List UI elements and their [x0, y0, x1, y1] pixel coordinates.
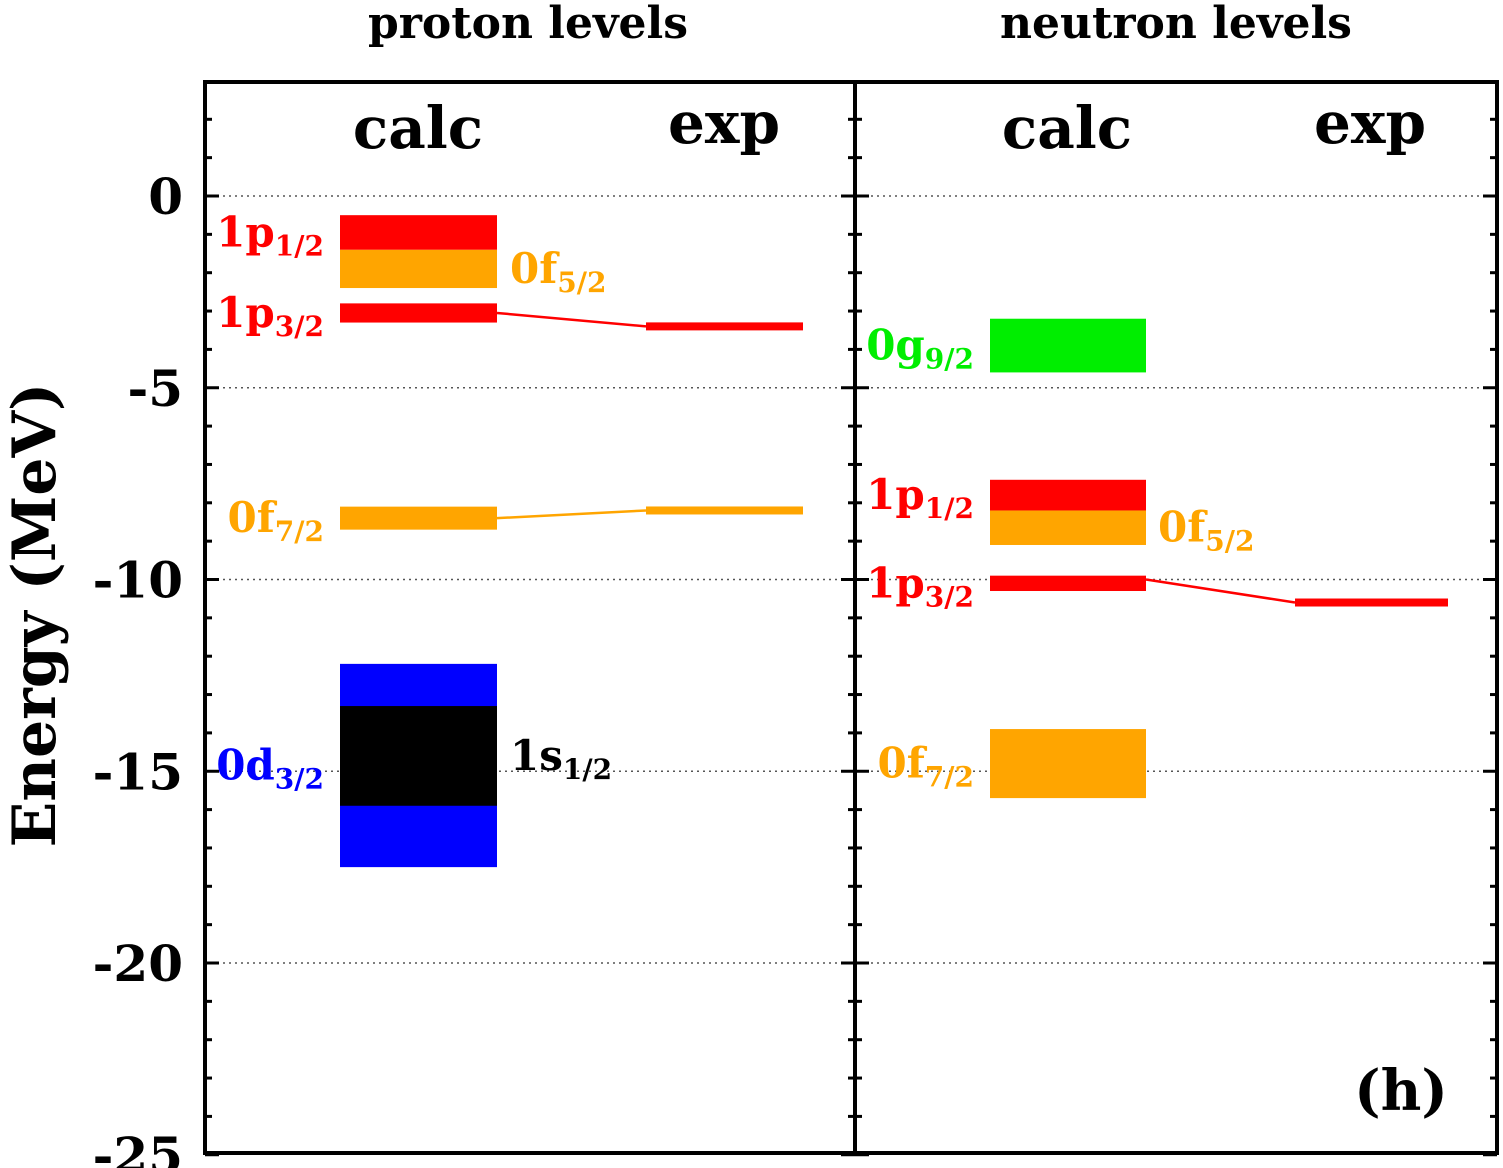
level-label-main: 0f [878, 739, 928, 788]
y-tick-label: -15 [93, 742, 183, 801]
calc-level-bar-0f7-2 [340, 506, 497, 530]
axis-ticks: 0 -5 -10 -15 -20 -25 [93, 117, 1497, 1168]
level-label-0d3-2: 0d3/2 [216, 740, 324, 795]
calc-level-bar-1s1-2 [340, 706, 497, 806]
level-label-0f7-2: 0f7/2 [878, 739, 975, 794]
level-label-1p3-2: 1p3/2 [216, 288, 324, 343]
level-label-0f7-2: 0f7/2 [228, 493, 325, 548]
level-label-subscript: 3/2 [275, 310, 324, 343]
calc-level-bar-0f5-2 [990, 510, 1146, 545]
level-label-main: 0f [228, 493, 278, 542]
level-label-1p1-2: 1p1/2 [216, 207, 324, 262]
y-tick-label: -25 [93, 1126, 183, 1168]
level-label-subscript: 7/2 [275, 515, 324, 548]
y-tick-label: -20 [93, 934, 183, 993]
column-header-proton-exp: exp [668, 89, 780, 157]
calc-level-bar-1p1-2 [340, 215, 497, 250]
calc-level-bar-0f5-2 [340, 249, 497, 289]
level-labels: 0d3/2 1s1/20f7/21p3/20f5/21p1/20f7/21p3/2… [216, 207, 1254, 795]
calc-level-bar-0g9-2 [990, 318, 1146, 373]
y-tick-label: 0 [148, 167, 183, 226]
y-axis-label: Energy (MeV) [0, 383, 70, 848]
calc-level-bar-1p1-2 [990, 479, 1146, 511]
exp-level-bar-1p3-2 [1295, 598, 1448, 607]
level-label-main: 1p [216, 288, 275, 337]
level-label-1p3-2: 1p3/2 [866, 558, 974, 613]
column-header-neutron-exp: exp [1314, 89, 1426, 157]
exp-level-bar-0f7-2 [646, 506, 803, 515]
level-label-0f5-2: 0f5/2 [510, 244, 607, 299]
level-label-subscript: 5/2 [1205, 525, 1254, 558]
level-label-main: 0g [866, 321, 925, 370]
level-label-main: 0f [510, 244, 560, 293]
level-label-subscript: 5/2 [557, 266, 606, 299]
column-header-neutron-calc: calc [1002, 94, 1132, 162]
calc-level-bar-1p3-2 [990, 575, 1146, 592]
calc-level-bar-0f7-2 [990, 729, 1146, 799]
level-label-subscript: 3/2 [275, 762, 324, 795]
level-label-0f5-2: 0f5/2 [1158, 503, 1255, 558]
connector-line-0f7-2 [496, 509, 647, 520]
level-label-main: 0d [216, 740, 275, 789]
connector-line-1p3-2 [1145, 578, 1296, 604]
level-label-main: 1p [866, 470, 925, 519]
level-label-main: 1p [866, 558, 925, 607]
y-tick-label: -10 [93, 551, 183, 610]
level-label-subscript: 1/2 [563, 753, 612, 786]
y-tick-label: -5 [127, 359, 183, 418]
level-label-1p1-2: 1p1/2 [866, 470, 974, 525]
level-label-main: 1p [216, 207, 275, 256]
panel-title-proton: proton levels [368, 0, 688, 49]
exp-level-bar-1p3-2 [646, 322, 803, 331]
panel-tag: (h) [1354, 1058, 1448, 1124]
level-bars [340, 215, 1448, 868]
level-label-subscript: 3/2 [925, 580, 974, 613]
level-label-subscript: 1/2 [925, 492, 974, 525]
level-label-subscript: 7/2 [925, 761, 974, 794]
level-label-0g9-2: 0g9/2 [866, 321, 974, 376]
level-label-subscript: 1/2 [275, 229, 324, 262]
calc-level-bar-1p3-2 [340, 303, 497, 323]
connector-line-1p3-2 [496, 311, 647, 328]
level-label-1s1-2: 1s1/2 [510, 731, 612, 786]
panel-title-neutron: neutron levels [1000, 0, 1352, 49]
level-label-main: 1s [510, 731, 563, 780]
column-header-proton-calc: calc [353, 94, 483, 162]
level-label-main: 0f [1158, 503, 1208, 552]
level-label-subscript: 9/2 [925, 343, 974, 376]
